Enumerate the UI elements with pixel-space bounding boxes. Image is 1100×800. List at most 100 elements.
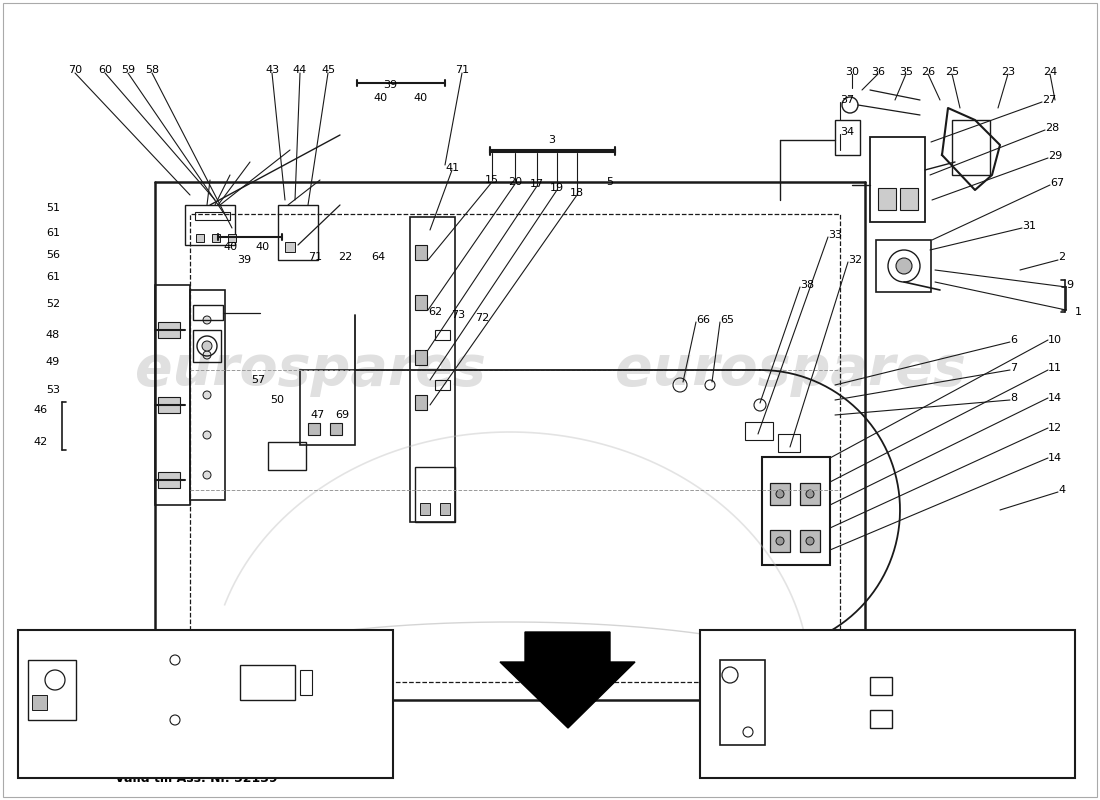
Text: 12: 12 (1048, 423, 1063, 433)
Text: 43: 43 (265, 65, 279, 75)
Text: 14: 14 (1048, 393, 1063, 403)
Polygon shape (500, 632, 635, 728)
Text: 49: 49 (1000, 707, 1014, 717)
Text: 8: 8 (1010, 393, 1018, 403)
Bar (434, 380, 450, 390)
Text: 28: 28 (1045, 123, 1059, 133)
Bar (876, 240, 931, 292)
Circle shape (204, 316, 211, 324)
Bar (700, 630, 1075, 778)
Text: 40: 40 (373, 93, 387, 103)
Text: 22: 22 (338, 252, 352, 262)
Text: 18: 18 (570, 188, 584, 198)
Bar (300, 670, 312, 695)
Text: 13: 13 (278, 727, 292, 737)
Text: 44: 44 (293, 65, 307, 75)
Text: 60: 60 (98, 65, 112, 75)
Circle shape (896, 258, 912, 274)
Text: Valid till car. Nr.127704: Valid till car. Nr.127704 (803, 767, 967, 781)
Text: 59: 59 (121, 65, 135, 75)
Bar (330, 423, 342, 435)
Bar (952, 120, 990, 175)
Text: 34: 34 (840, 127, 854, 137)
Text: 4: 4 (1058, 485, 1065, 495)
Circle shape (204, 471, 211, 479)
Text: 36: 36 (871, 67, 886, 77)
Bar (155, 285, 190, 505)
Bar (835, 120, 860, 155)
Text: 48: 48 (46, 330, 60, 340)
Bar (415, 350, 427, 365)
Text: 53: 53 (46, 385, 60, 395)
Text: 57: 57 (251, 375, 265, 385)
Bar (192, 330, 221, 362)
Text: 38: 38 (800, 280, 814, 290)
Text: 56: 56 (46, 250, 60, 260)
Circle shape (202, 341, 212, 351)
Text: 40: 40 (223, 242, 238, 252)
Text: 7: 7 (1010, 363, 1018, 373)
Text: eurospares: eurospares (134, 343, 485, 397)
Text: 46: 46 (34, 405, 48, 415)
Bar (800, 483, 820, 505)
Bar (900, 188, 918, 210)
Text: 68: 68 (223, 727, 238, 737)
Bar (415, 395, 427, 410)
Bar (158, 322, 180, 338)
Bar (800, 530, 820, 552)
Text: 17: 17 (530, 179, 544, 189)
Bar (195, 212, 230, 220)
Bar (190, 290, 226, 500)
Bar (415, 295, 427, 310)
Text: 3: 3 (66, 757, 74, 767)
Bar (196, 234, 204, 242)
Text: 70: 70 (68, 65, 82, 75)
Bar (185, 205, 235, 245)
Bar (770, 483, 790, 505)
Bar (268, 442, 306, 470)
Text: 2: 2 (1058, 252, 1065, 262)
Text: Vale fino all'Ass. Nr. 52139: Vale fino all'Ass. Nr. 52139 (102, 759, 289, 773)
Bar (778, 434, 800, 452)
Text: 48: 48 (1000, 677, 1014, 687)
Text: 14: 14 (1048, 453, 1063, 463)
Text: 67: 67 (1050, 178, 1064, 188)
Bar (18, 630, 393, 778)
Bar (440, 503, 450, 515)
Text: 61: 61 (46, 228, 60, 238)
Text: 9: 9 (1066, 280, 1074, 290)
Text: 35: 35 (899, 67, 913, 77)
Bar (770, 530, 790, 552)
Bar (190, 214, 840, 682)
Text: 50: 50 (270, 395, 284, 405)
Text: 72: 72 (475, 313, 490, 323)
Bar (410, 217, 455, 522)
Bar (28, 660, 76, 720)
Circle shape (806, 537, 814, 545)
Bar (32, 695, 47, 710)
Text: 19: 19 (550, 183, 564, 193)
Circle shape (776, 537, 784, 545)
Bar (434, 330, 450, 340)
Circle shape (204, 351, 211, 359)
Text: 40: 40 (412, 93, 427, 103)
Text: 3: 3 (549, 135, 556, 145)
Text: 30: 30 (845, 67, 859, 77)
Text: 26: 26 (921, 67, 935, 77)
Bar (308, 423, 320, 435)
Text: 47: 47 (311, 410, 326, 420)
Text: 31: 31 (1022, 221, 1036, 231)
Text: 23: 23 (1001, 67, 1015, 77)
Text: 71: 71 (455, 65, 469, 75)
Text: 39: 39 (236, 255, 251, 265)
Text: 73: 73 (451, 310, 465, 320)
Text: 39: 39 (383, 80, 397, 90)
Text: 21: 21 (70, 727, 85, 737)
Text: 41: 41 (444, 163, 459, 173)
Text: 15: 15 (485, 175, 499, 185)
Text: 1: 1 (1075, 307, 1082, 317)
Bar (240, 665, 295, 700)
Text: 58: 58 (145, 65, 160, 75)
Text: 37: 37 (840, 95, 854, 105)
Text: 66: 66 (696, 315, 710, 325)
